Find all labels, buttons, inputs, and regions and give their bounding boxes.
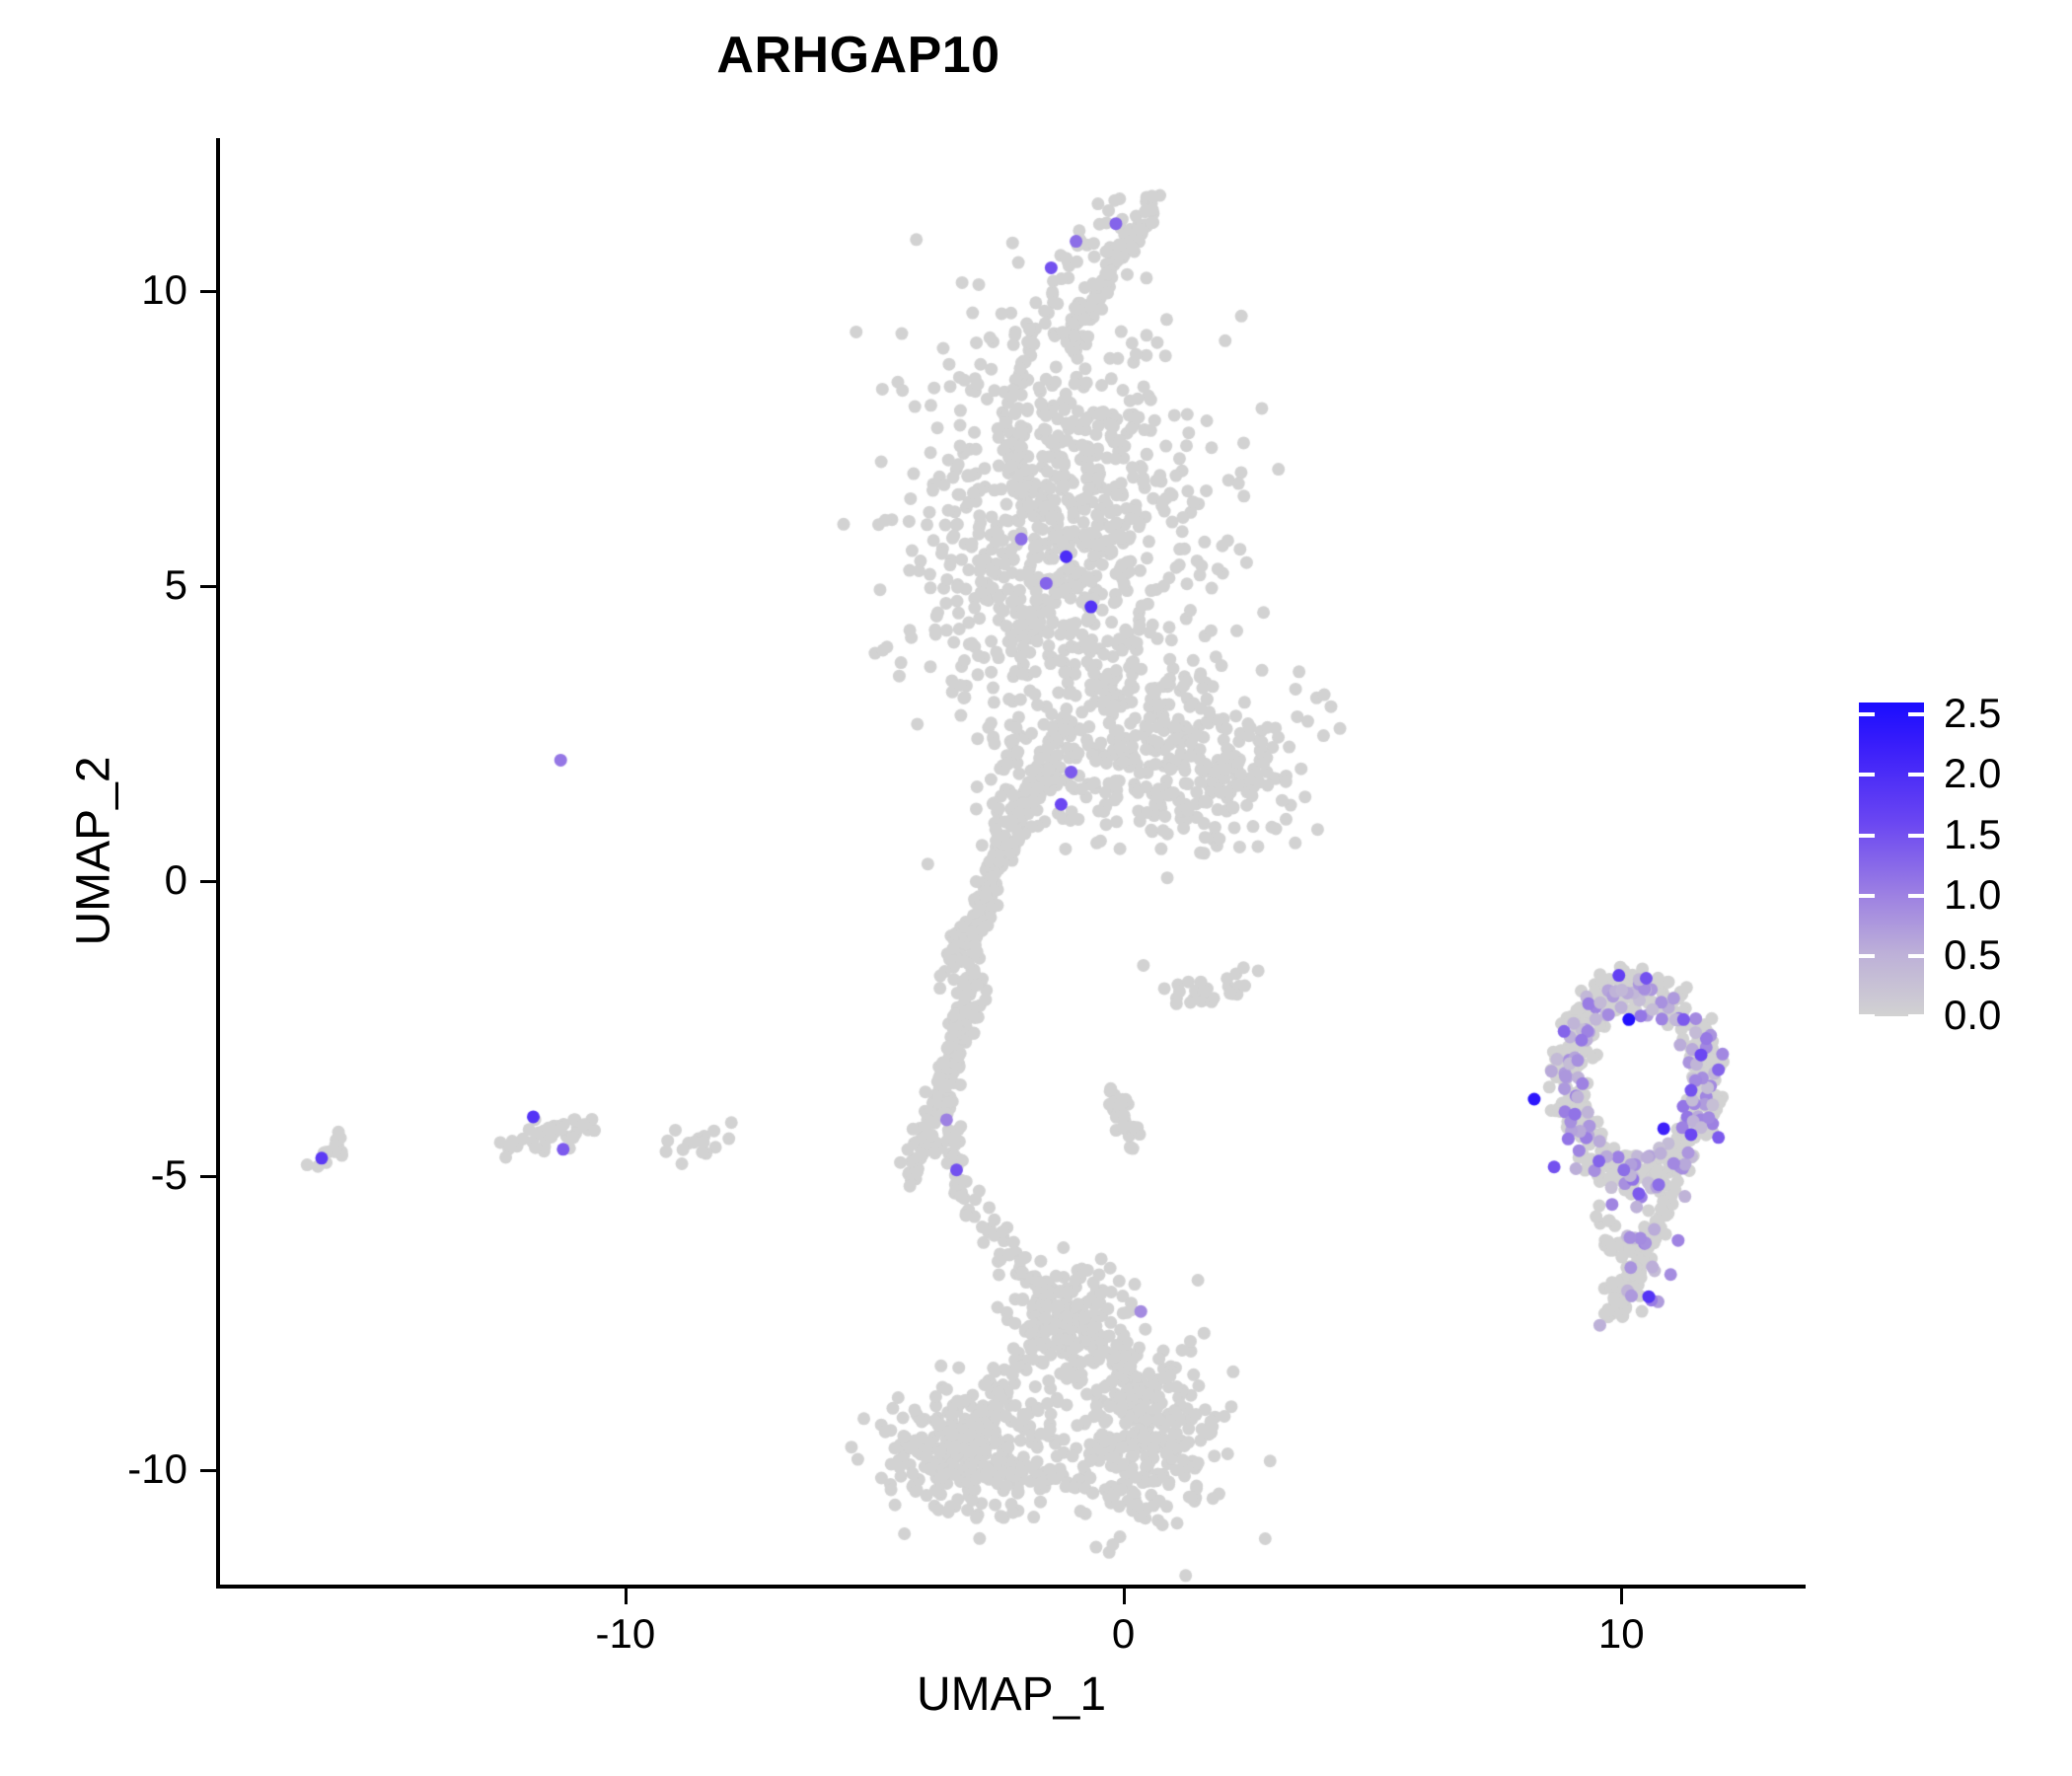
colorbar-tick	[1859, 833, 1875, 838]
y-axis-label: UMAP_2	[67, 756, 120, 946]
x-axis-label: UMAP_1	[916, 1668, 1107, 1721]
colorbar-legend: 2.5 2.0 1.5 1.0 0.5 0.0	[1859, 693, 2001, 1036]
page-title: ARHGAP10	[716, 27, 1000, 84]
x-axis-tick-label: 10	[1597, 1610, 1645, 1657]
colorbar-tick-label: 2.0	[1944, 750, 2002, 797]
colorbar-bar	[1859, 703, 1924, 1018]
y-axis-tick	[200, 1469, 216, 1473]
colorbar-tick-label: 0.0	[1944, 992, 2002, 1038]
colorbar-tick	[1908, 773, 1924, 777]
colorbar-tick	[1859, 773, 1875, 777]
y-axis-tick-label: 0	[164, 855, 187, 903]
plot-panel	[217, 138, 1806, 1589]
x-axis-line	[216, 1585, 1806, 1589]
x-axis-tick	[1122, 1589, 1126, 1604]
colorbar-tick-label: 0.5	[1944, 930, 2002, 978]
y-axis-line	[216, 138, 220, 1589]
colorbar-tick	[1859, 953, 1875, 958]
y-axis-tick	[200, 879, 216, 883]
colorbar-tick	[1859, 712, 1875, 717]
x-axis-tick	[624, 1589, 628, 1604]
y-axis-tick	[200, 1174, 216, 1178]
scatter-canvas	[217, 138, 1806, 1589]
y-axis-tick-label: 5	[164, 561, 187, 609]
y-axis-tick-label: 10	[141, 266, 187, 314]
colorbar-tick	[1859, 1014, 1875, 1018]
x-axis-tick-label: -10	[595, 1610, 656, 1657]
y-axis-tick	[200, 290, 216, 294]
colorbar-gradient	[1859, 703, 1924, 1016]
colorbar-tick-label: 1.5	[1944, 810, 2002, 857]
colorbar-tick-label: 2.5	[1944, 690, 2002, 737]
colorbar-tick	[1908, 833, 1924, 838]
colorbar-tick	[1908, 893, 1924, 898]
y-axis-tick-label: -5	[150, 1150, 187, 1198]
y-axis-tick-label: -10	[127, 1445, 187, 1493]
colorbar-tick	[1859, 893, 1875, 898]
colorbar-tick	[1908, 712, 1924, 717]
colorbar-tick	[1908, 953, 1924, 958]
y-axis-tick	[200, 585, 216, 589]
colorbar-tick-label: 1.0	[1944, 870, 2002, 918]
colorbar-tick	[1908, 1014, 1924, 1018]
x-axis-tick-label: 0	[1111, 1610, 1136, 1657]
x-axis-tick	[1620, 1589, 1624, 1604]
